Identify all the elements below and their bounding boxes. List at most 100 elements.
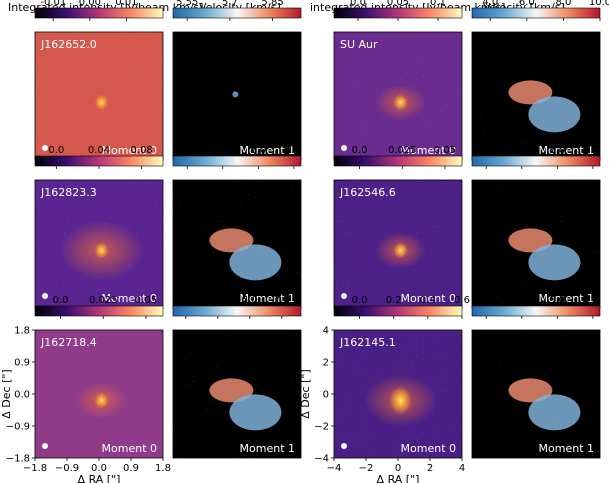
colorbar-tick-label: 0.00 [79, 0, 101, 8]
colorbar-tick-label: 5.0 [549, 295, 565, 306]
colorbar [471, 7, 601, 19]
redshifted-lobe [508, 80, 553, 105]
panel-su-aur-moment0: 0.0 0.05 0.1 SU Aur Moment 0 [333, 0, 463, 161]
velocity-point [232, 91, 239, 98]
y-tick-label: 1.8 [14, 326, 30, 337]
beam-marker [42, 145, 48, 151]
panel-j162652.0-moment1: 5.55 5.7 5.85 Moment 1 [172, 0, 302, 161]
colorbar-tick-label: 0.08 [131, 145, 153, 156]
colorbar-tick-label: 5.0 [549, 145, 565, 156]
colorbar-tick-label: 0.01 [115, 0, 137, 8]
panel-j162145.1-moment0: 0.0 0.2 0.4 0.6 J162145.1 Moment 0 [333, 295, 470, 459]
colorbar-tick-label: 0.2 [386, 295, 402, 306]
colorbar [34, 305, 164, 317]
colorbar-tick-label: 4.0 [482, 0, 498, 8]
source-name: J162823.3 [40, 186, 97, 199]
panel-su-aur-moment1: 4.0 6.0 8.0 10.0 Moment 1 [471, 0, 609, 161]
panel-j162823.3-moment1: 0.0 2.5 5.0 7.5 Moment 1 [172, 145, 302, 309]
colorbar-tick-label: 0.04 [88, 145, 110, 156]
colorbar [34, 155, 164, 167]
colorbar-tick-label: 0.0 [48, 145, 64, 156]
moment-label: Moment 0 [102, 442, 157, 455]
x-tick-label: 4 [459, 463, 465, 474]
colorbar-tick-label: 7.5 [286, 145, 302, 156]
blueshifted-lobe [528, 96, 581, 133]
beam-marker [341, 145, 347, 151]
blueshifted-lobe [229, 244, 282, 281]
colorbar [471, 155, 601, 167]
colorbar-tick-label: 2.5 [210, 295, 226, 306]
y-tick-label: 0 [323, 390, 329, 401]
panel-j162823.3-moment0: 0.0 0.04 0.08 J162823.3 Moment 0 [34, 145, 164, 309]
y-tick-label: −4 [314, 454, 329, 465]
panel-j162652.0-moment0: -0.01 0.00 0.01 J162652.0 Moment 0 [34, 0, 164, 161]
colorbar-tick-label: 6.0 [519, 0, 535, 8]
colorbar [333, 305, 463, 317]
source-name: J162145.1 [339, 336, 396, 349]
y-tick-label: −1.8 [6, 454, 30, 465]
y-tick-label: −0.9 [6, 422, 30, 433]
source-name: J162652.0 [40, 38, 97, 51]
colorbar-tick-label: 0.05 [387, 0, 409, 8]
colorbar-tick-label: 5.85 [261, 0, 283, 8]
moment-label: Moment 0 [102, 144, 157, 157]
colorbar-tick-label: 0.05 [434, 145, 456, 156]
y-axis-label: Δ Dec ["] [0, 369, 13, 418]
moment-label: Moment 0 [401, 144, 456, 157]
x-axis-label: Δ RA ["] [78, 473, 121, 483]
colorbar-tick-label: 0.6 [454, 295, 470, 306]
colorbar-tick-label: 5.0 [242, 295, 258, 306]
beam-marker [42, 293, 48, 299]
redshifted-lobe [209, 378, 254, 403]
moment-label: Moment 0 [401, 442, 456, 455]
emission-core [393, 242, 408, 259]
source-name: SU Aur [340, 38, 378, 51]
redshifted-lobe [209, 228, 254, 253]
x-axis-label: Δ RA ["] [377, 473, 420, 483]
colorbar [172, 155, 302, 167]
y-tick-label: 2 [323, 358, 329, 369]
colorbar-tick-label: 5.7 [222, 0, 238, 8]
colorbar-tick-label: 0.0 [352, 295, 368, 306]
moment-label: Moment 1 [539, 144, 594, 157]
colorbar-tick-label: 2.5 [514, 295, 530, 306]
x-tick-label: 1.8 [155, 463, 171, 474]
colorbar-tick-label: 0.0 [53, 295, 69, 306]
axes-j162145.1: −4 −2 0 2 4 4 2 0 −2 −4 Δ RA ["] Δ Dec ["] [299, 326, 465, 483]
colorbar [34, 7, 164, 19]
x-tick-label: −4 [327, 463, 342, 474]
colorbar-tick-label: 0.0 [352, 145, 368, 156]
colorbar-tick-label: 0.4 [420, 295, 436, 306]
moment-label: Moment 1 [240, 442, 295, 455]
y-tick-label: 0.9 [14, 358, 30, 369]
moment-label: Moment 1 [240, 292, 295, 305]
beam-marker [341, 293, 347, 299]
colorbar-tick-label: -0.01 [40, 0, 66, 8]
x-tick-label: 2 [427, 463, 433, 474]
blueshifted-lobe [528, 244, 581, 281]
colorbar-tick-label: 2.5 [514, 145, 530, 156]
colorbar-tick-label: 0.0 [178, 295, 194, 306]
colorbar-tick-label: 0.1 [430, 0, 446, 8]
emission-core [393, 94, 408, 111]
colorbar-tick-label: 0.0 [350, 0, 366, 8]
emission-core [94, 242, 109, 259]
moment-label: Moment 1 [539, 442, 594, 455]
colorbar [172, 7, 302, 19]
panel-j162546.6-moment0: 0.0 0.025 0.05 J162546.6 Moment 0 [333, 145, 463, 309]
colorbar-tick-label: 5.55 [176, 0, 198, 8]
x-tick-label: 0.0 [91, 463, 107, 474]
x-tick-label: 0 [395, 463, 401, 474]
x-tick-label: 0.9 [123, 463, 139, 474]
emission-core [94, 392, 109, 409]
panel-j162718.4-moment0: 0.0 0.025 0.05 J162718.4 Moment 0 [34, 295, 164, 459]
colorbar-tick-label: 0.05 [135, 295, 157, 306]
emission-core [389, 386, 412, 415]
moment-label: Moment 0 [102, 292, 157, 305]
colorbar-tick-label: 0.025 [89, 295, 118, 306]
